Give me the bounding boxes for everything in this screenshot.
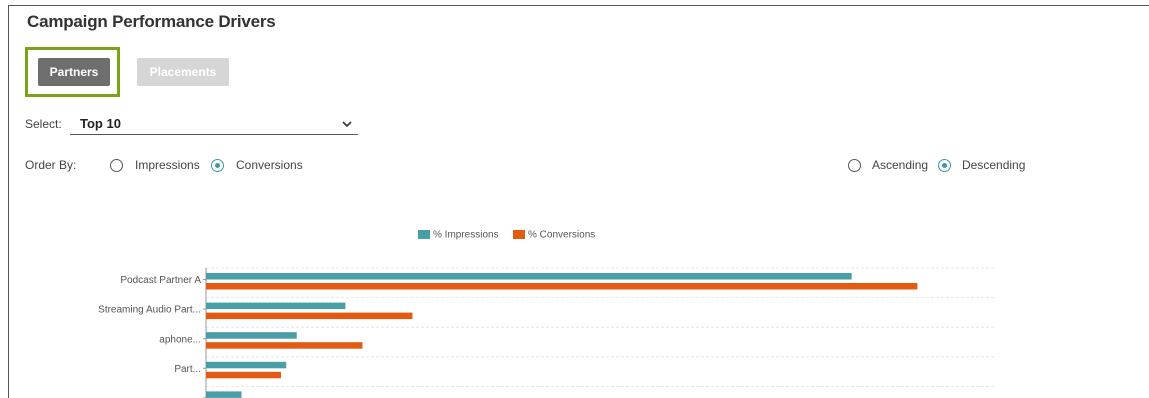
legend-swatch [418,230,430,239]
tab-button[interactable]: Partners [38,58,110,86]
radio-button[interactable] [211,159,224,172]
select-value[interactable]: Top 10 [80,116,121,131]
y-tick-label: aphone... [159,334,201,345]
y-tick-label: Podcast Partner A [120,275,201,286]
radio-button[interactable] [848,159,861,172]
bar [206,312,413,320]
page-title: Campaign Performance Drivers [27,12,276,31]
bar [206,391,242,398]
bar [206,332,297,339]
radio-button[interactable] [110,159,123,172]
y-tick-label: Part... [174,364,201,375]
y-tick-label: Streaming Audio Part... [98,305,201,316]
radio-label[interactable]: Ascending [872,158,929,172]
legend-label: % Impressions [433,230,499,241]
radio-label[interactable]: Conversions [236,158,303,172]
select-label: Select: [25,117,62,131]
legend-label: % Conversions [528,230,595,241]
radio-button[interactable] [938,159,951,172]
radio-label[interactable]: Impressions [135,158,200,172]
panel-frame [8,5,1149,398]
tab-button[interactable]: Placements [137,58,229,86]
bar [206,273,852,280]
order-by-label: Order By: [25,158,77,172]
dropdown-chevron[interactable] [341,119,353,129]
radio-label[interactable]: Descending [962,158,1026,172]
bar [206,361,287,369]
bar [206,302,346,310]
focus-highlight [25,47,120,97]
bar [206,342,363,349]
legend-swatch [513,230,525,239]
bar [206,283,918,290]
bar [206,371,281,379]
select-underline [70,134,358,135]
